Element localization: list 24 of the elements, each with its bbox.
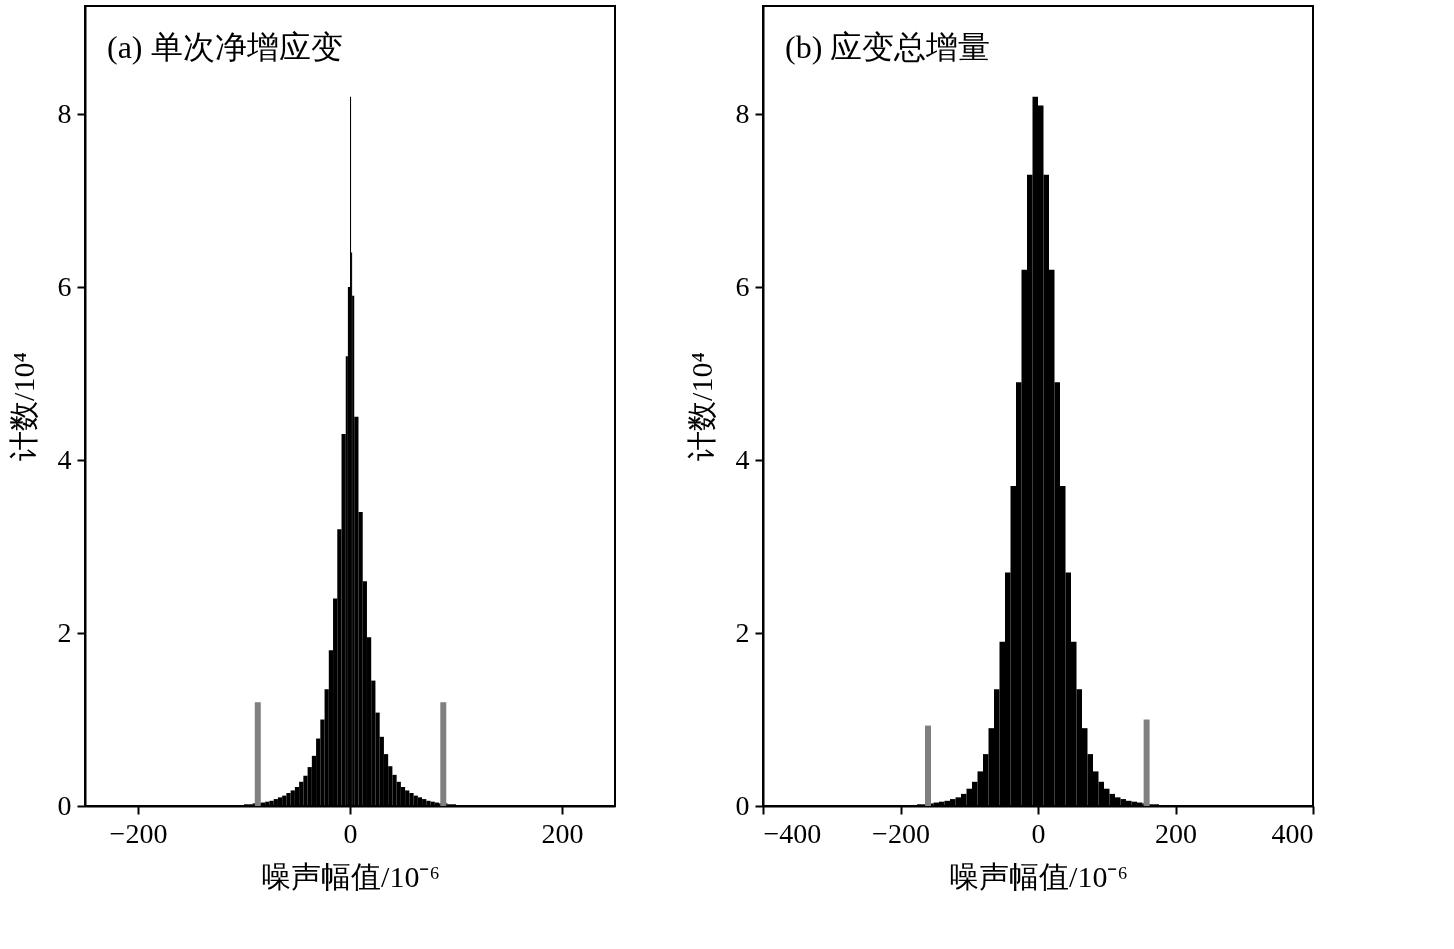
y-tick-label: 2 <box>57 616 72 648</box>
x-tick-label: −400 <box>763 817 822 849</box>
y-tick-label: 8 <box>57 97 72 129</box>
y-tick-label: 4 <box>735 443 750 475</box>
x-tick-label: 0 <box>1031 817 1046 849</box>
y-tick-label: 0 <box>735 789 750 821</box>
x-tick-label: −200 <box>109 817 168 849</box>
y-axis-title: 计数/10⁴ <box>684 352 718 461</box>
x-tick-label: 0 <box>343 817 358 849</box>
x-tick-label: 200 <box>541 817 584 849</box>
text: (b) 应变总增量 <box>785 29 991 65</box>
x-axis-title: 噪声幅值/10⁻⁶ <box>949 859 1128 893</box>
y-tick-label: 2 <box>735 616 750 648</box>
y-tick-label: 6 <box>735 270 750 302</box>
y-tick-label: 8 <box>735 97 750 129</box>
x-tick-label: −200 <box>872 817 930 849</box>
y-tick-label: 6 <box>57 270 72 302</box>
text: (a) 单次净增应变 <box>107 29 343 65</box>
x-axis-title: 噪声幅值/10⁻⁶ <box>261 859 440 893</box>
x-tick-label: 400 <box>1271 817 1314 849</box>
y-tick-label: 4 <box>57 443 72 475</box>
y-axis-title: 计数/10⁴ <box>6 352 40 461</box>
x-tick-label: 200 <box>1155 817 1197 849</box>
y-tick-label: 0 <box>57 789 72 821</box>
